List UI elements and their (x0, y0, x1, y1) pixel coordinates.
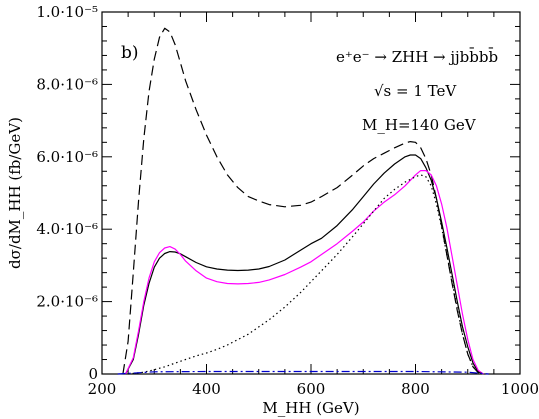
x-tick-label: 200 (88, 380, 117, 398)
series-line-dashdot (117, 370, 489, 375)
panel-label: b) (121, 43, 139, 63)
y-tick-label: 0 (88, 365, 98, 383)
x-tick-label: 800 (401, 380, 430, 398)
y-tick-label: 1.0·10⁻⁵ (36, 3, 98, 21)
x-axis-title: M_HH (GeV) (262, 399, 359, 417)
plot-frame (101, 11, 521, 375)
y-tick-label: 4.0·10⁻⁶ (36, 220, 98, 238)
x-tick-label: 1000 (501, 380, 539, 398)
series-line-solid (124, 154, 484, 375)
annotation-higgs-mass: M_H=140 GeV (362, 116, 477, 134)
annotation-process: e⁺e⁻ → ZHH → jjbb̄bb̄ (336, 48, 498, 66)
y-tick-label: 6.0·10⁻⁶ (36, 148, 98, 166)
y-axis-title: dσ/dM_HH (fb/GeV) (6, 117, 24, 269)
series-group (117, 27, 489, 375)
x-tick-label: 400 (192, 380, 221, 398)
axis-ticks: 200 400 600 800 1000 0 2.0·10⁻⁶ 4.0·10⁻⁶ 6.0·10⁻… (36, 3, 539, 398)
y-tick-label: 8.0·10⁻⁶ (36, 75, 98, 93)
series-line-dashed (122, 27, 484, 375)
annotation-energy: √s = 1 TeV (374, 82, 457, 100)
x-tick-label: 600 (297, 380, 326, 398)
series-line-dotted (128, 174, 484, 375)
series-line-solid (124, 170, 484, 375)
y-tick-label: 2.0·10⁻⁶ (36, 293, 98, 311)
